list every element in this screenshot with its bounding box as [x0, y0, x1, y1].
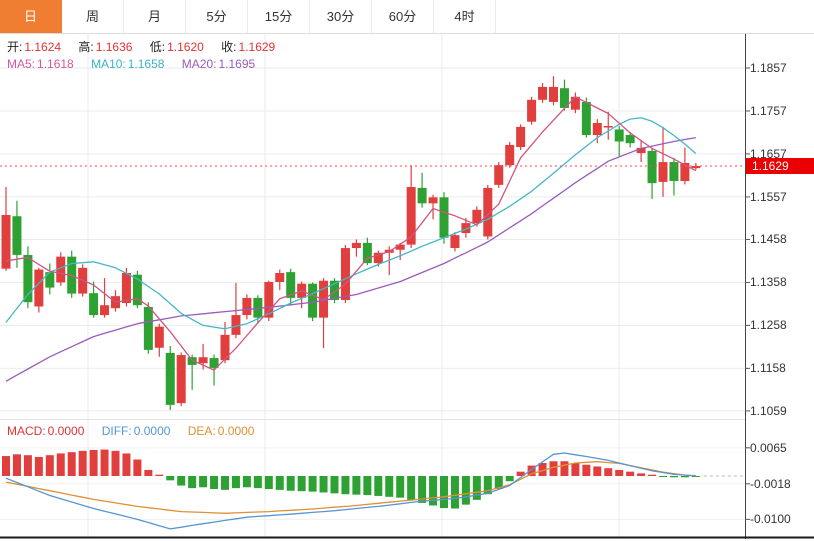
low-label: 低: [149, 40, 166, 54]
tab-5min[interactable]: 5分 [186, 0, 248, 33]
ma10-label: MA10: [91, 57, 126, 71]
macd-axis-label: 0.0065 [750, 441, 787, 455]
open-label: 开: [7, 40, 23, 54]
current-price-label: 1.1629 [746, 158, 814, 174]
ma10-value: 1.1658 [127, 57, 165, 71]
ma5-label: MA5: [7, 57, 36, 71]
tab-4hour[interactable]: 4时 [434, 0, 496, 33]
tab-30min[interactable]: 30分 [310, 0, 372, 33]
ma20-label: MA20: [181, 57, 217, 71]
axis-layer [0, 33, 814, 539]
macd-legend: MACD: 0.0000 DIFF: 0.0000 DEA: 0.0000 [7, 424, 256, 439]
dea-value: 0.0000 [217, 424, 255, 438]
close-value: 1.1629 [238, 40, 276, 54]
macd-value: 0.0000 [47, 424, 85, 438]
high-label: 高: [78, 40, 94, 54]
dea-label: DEA: [187, 424, 216, 438]
open-value: 1.1624 [24, 40, 62, 54]
ma-lines-layer [5, 96, 697, 382]
tab-15min[interactable]: 15分 [248, 0, 310, 33]
price-axis-label: 1.1657 [750, 147, 787, 161]
price-axis-label: 1.1458 [750, 232, 787, 246]
price-axis-label: 1.1857 [750, 61, 787, 75]
diff-value: 0.0000 [133, 424, 171, 438]
ma20-value: 1.1695 [218, 57, 256, 71]
period-tabbar: 日 周 月 5分 15分 30分 60分 4时 [0, 0, 814, 34]
close-label: 收: [221, 40, 237, 54]
ma-legend: MA5: 1.1618 MA10: 1.1658 MA20: 1.1695 [7, 57, 257, 72]
macd-label: MACD: [7, 424, 46, 438]
tab-60min[interactable]: 60分 [372, 0, 434, 33]
price-axis-label: 1.1158 [750, 361, 786, 375]
macd-lines-layer [5, 452, 696, 530]
price-axis-label: 1.1059 [750, 404, 787, 418]
ma5-value: 1.1618 [37, 57, 74, 71]
macd-axis-label: -0.0018 [750, 477, 791, 491]
macd-histogram-layer [2, 449, 745, 509]
high-value: 1.1636 [95, 40, 133, 54]
tab-day[interactable]: 日 [0, 0, 62, 33]
price-axis-label: 1.1258 [750, 318, 787, 332]
candles-layer [1, 76, 701, 411]
price-axis-label: 1.1557 [750, 190, 787, 204]
low-value: 1.1620 [167, 40, 204, 54]
tab-week[interactable]: 周 [62, 0, 124, 33]
price-axis-label: 1.1358 [750, 275, 787, 289]
price-axis-label: 1.1757 [750, 104, 787, 118]
ohlc-legend: 开: 1.1624 高: 1.1636 低: 1.1620 收: 1.1629 [7, 40, 277, 55]
diff-label: DIFF: [101, 424, 132, 438]
tab-month[interactable]: 月 [124, 0, 186, 33]
macd-axis-label: -0.0100 [750, 512, 791, 526]
